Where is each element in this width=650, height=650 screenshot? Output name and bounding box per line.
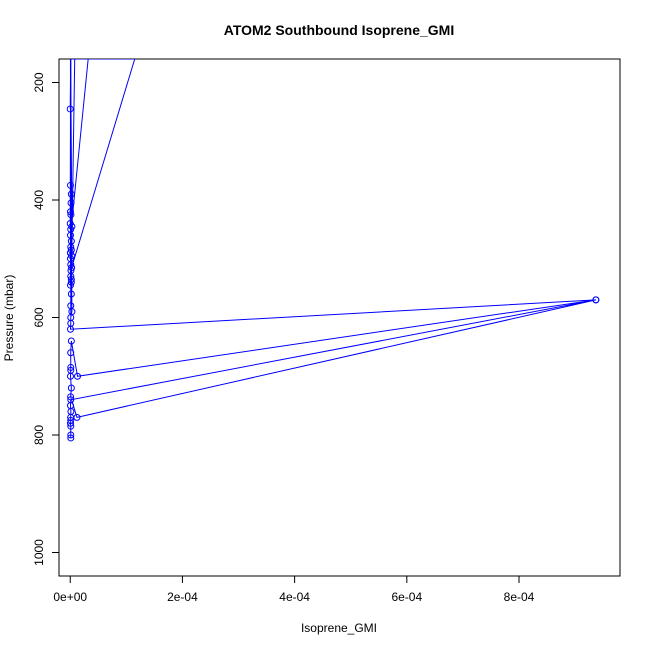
data-point [67,325,75,333]
plot-area [66,59,600,442]
y-axis: 200 400 600 800 1000 [32,72,60,566]
data-point [67,384,75,392]
data-point [67,290,75,298]
data-point [67,190,75,198]
data-point [67,281,75,289]
data-point [74,372,82,380]
data-point [67,363,75,371]
y-axis-label: Pressure (mbar) [2,275,16,362]
series-line [69,59,596,438]
series-0 [66,59,600,442]
data-point [68,264,76,272]
x-axis: 0e+00 2e-04 4e-04 6e-04 8e-04 [53,575,535,604]
data-point [67,419,75,427]
data-point [67,422,75,430]
y-tick-label: 1000 [32,539,46,566]
x-axis-label: Isoprene_GMI [301,621,377,635]
data-point [67,181,75,189]
plot-frame [58,58,621,577]
data-point [67,349,75,357]
data-point [67,372,75,380]
x-tick-label: 6e-04 [391,590,422,604]
data-point [67,278,75,286]
x-tick-label: 4e-04 [279,590,310,604]
data-point [67,431,75,439]
y-tick-label: 200 [32,72,46,92]
data-point [67,211,75,219]
y-tick-label: 400 [32,190,46,210]
data-point [66,105,74,113]
x-tick-label: 8e-04 [504,590,535,604]
data-point [67,199,75,207]
data-point [67,337,75,345]
x-tick-label: 0e+00 [53,590,87,604]
data-point [592,296,600,304]
data-point [67,208,75,216]
x-tick-label: 2e-04 [167,590,198,604]
chart-title: ATOM2 Southbound Isoprene_GMI [224,22,454,38]
y-tick-label: 800 [32,425,46,445]
data-point [67,434,75,442]
data-point [67,393,75,401]
y-tick-label: 600 [32,307,46,327]
